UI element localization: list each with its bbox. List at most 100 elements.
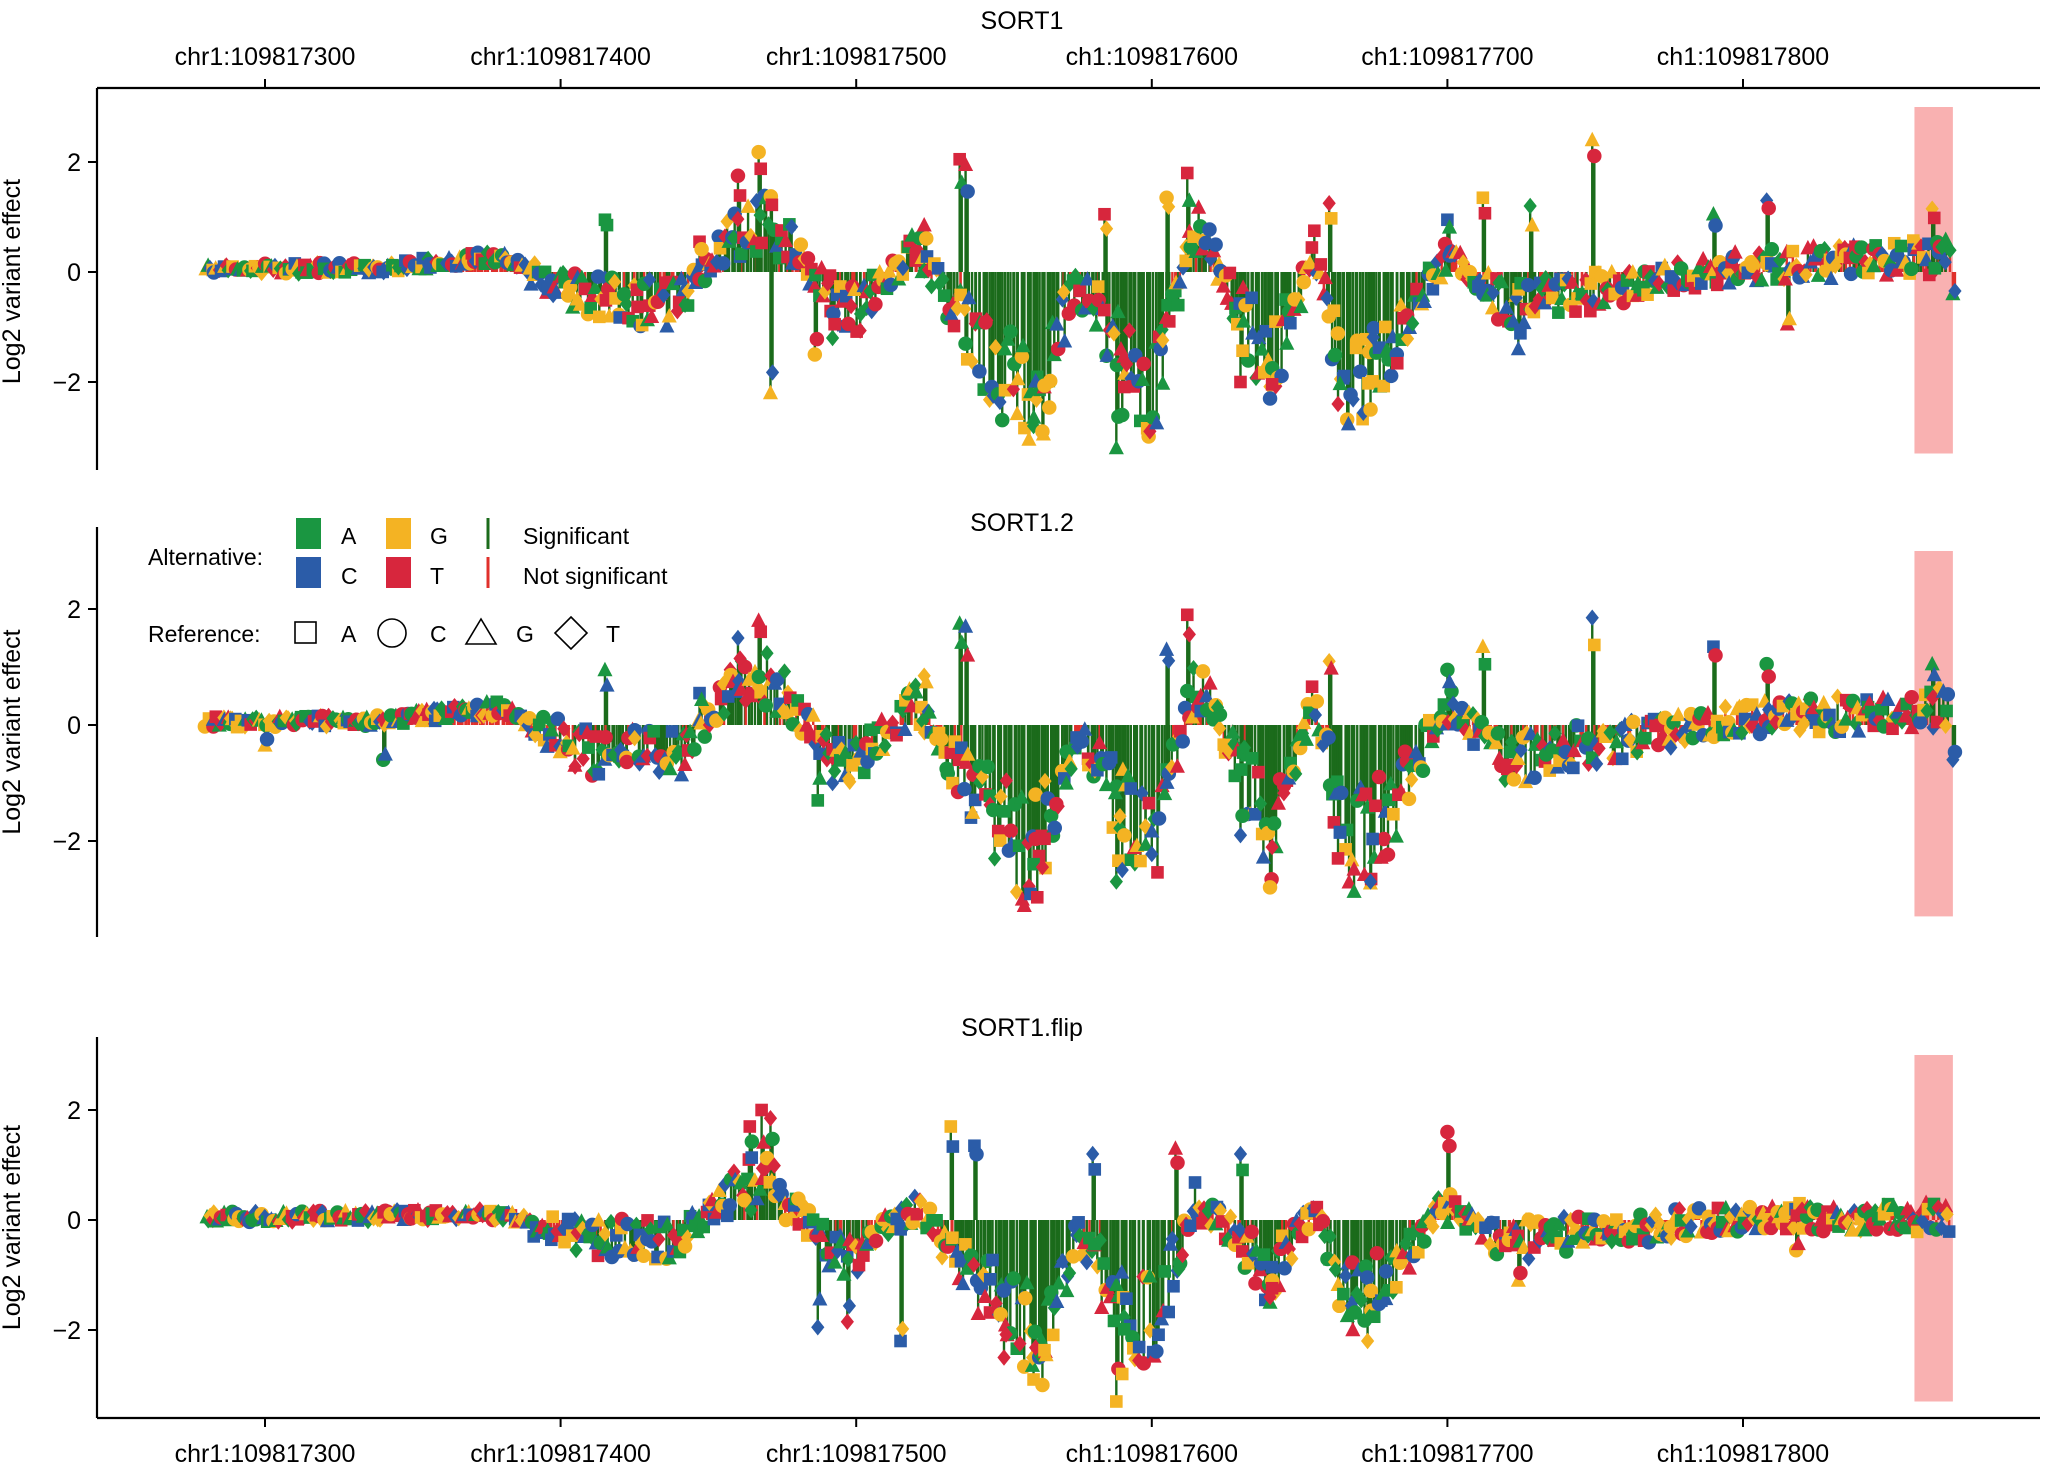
variant-point [1410, 282, 1423, 296]
variant-point [1904, 261, 1919, 277]
variant-point [657, 286, 671, 304]
x-tick-label: ch1:109817800 [1657, 43, 1829, 71]
variant-point [434, 700, 449, 717]
variant-point [1234, 763, 1248, 776]
variant-point [1282, 1240, 1296, 1258]
x-tick-label: ch1:109817700 [1361, 1440, 1533, 1468]
variant-point [1062, 1264, 1077, 1282]
variant-point [1545, 291, 1559, 305]
panel-3: SORT1.flip −2 0 2 Log2 variant effect [0, 1014, 1956, 1418]
variant-point [681, 282, 695, 300]
legend-alt-c-label: C [341, 563, 358, 589]
variant-point [885, 714, 900, 732]
variant-point [825, 774, 840, 792]
legend-not-significant-label: Not significant [523, 563, 668, 589]
y-tick-label: 2 [67, 149, 81, 177]
variant-point [896, 259, 910, 277]
variant-point [1938, 231, 1954, 246]
variant-point [1366, 320, 1382, 336]
variant-point [1094, 1299, 1110, 1314]
variant-point [1695, 277, 1708, 290]
legend-ref-circle-icon [377, 618, 407, 648]
variant-point [895, 1320, 910, 1338]
variant-point [930, 1214, 943, 1227]
variant-point [1253, 795, 1268, 812]
variant-point [960, 184, 975, 199]
variant-point [1259, 324, 1273, 338]
variant-point [1940, 704, 1953, 718]
variant-point [994, 788, 1008, 805]
variant-point [1151, 811, 1167, 826]
variant-point [1262, 880, 1278, 895]
x-tick-label: ch1:109817800 [1657, 1440, 1829, 1468]
variant-point [1340, 415, 1357, 431]
variant-point [1882, 252, 1899, 268]
variant-point [1117, 828, 1132, 843]
variant-point [991, 824, 1005, 838]
variant-point [1615, 752, 1629, 766]
variant-point [935, 1249, 949, 1266]
variant-point [749, 1190, 765, 1206]
variant-point [1305, 241, 1319, 254]
variant-point [528, 727, 542, 744]
variant-point [1904, 719, 1920, 735]
variant-point [908, 683, 924, 699]
variant-point [1761, 200, 1776, 216]
variant-point [1695, 250, 1711, 266]
variant-point [550, 711, 566, 726]
variant-point [1378, 1264, 1394, 1279]
y-tick-label: 0 [67, 712, 81, 740]
variant-point [1943, 242, 1957, 259]
variant-point [1626, 714, 1641, 730]
variant-point [1513, 1265, 1528, 1281]
variant-point [1857, 1221, 1873, 1237]
variant-point [1904, 690, 1919, 705]
variant-point [1742, 1199, 1758, 1215]
variant-point [604, 1213, 618, 1231]
y-tick-label: −2 [52, 1317, 81, 1345]
variant-point [733, 650, 747, 667]
variant-point [1305, 680, 1319, 694]
variant-point [1524, 217, 1540, 232]
variant-point [758, 698, 774, 713]
variant-point [717, 705, 731, 722]
variant-point [743, 1120, 757, 1133]
variant-point [816, 1217, 830, 1231]
variant-point [1046, 1328, 1060, 1342]
variant-point [983, 1272, 997, 1286]
variant-point [1051, 1274, 1067, 1290]
variant-point [832, 1227, 848, 1243]
variant-point [249, 709, 263, 727]
variant-point [894, 1334, 907, 1348]
variant-point [1594, 269, 1609, 284]
variant-point [737, 1193, 752, 1208]
variant-point [1158, 1265, 1172, 1278]
variant-point [827, 1254, 843, 1269]
variant-point [1296, 714, 1312, 730]
variant-point [1213, 1202, 1227, 1219]
variant-point [1843, 266, 1859, 282]
variant-point [1510, 750, 1526, 765]
variant-point [1165, 759, 1179, 776]
variant-point [1233, 1221, 1247, 1239]
variant-point [1948, 282, 1962, 300]
variant-point [1926, 689, 1940, 707]
variant-point [1298, 731, 1314, 746]
y-tick-label: 2 [67, 1097, 81, 1125]
variant-point [628, 729, 642, 747]
variant-point [793, 237, 809, 252]
variant-point [1928, 261, 1942, 275]
variant-point [1382, 793, 1396, 807]
variant-point [587, 279, 603, 295]
variant-point [1675, 725, 1690, 743]
y-axis-title: Log2 variant effect [0, 629, 26, 834]
variant-point [759, 1150, 775, 1166]
variant-point [1393, 297, 1409, 312]
variant-point [1118, 380, 1131, 394]
variant-point [751, 612, 767, 627]
variant-point [1430, 253, 1444, 270]
variant-point [1195, 664, 1211, 679]
variant-point [959, 1260, 975, 1275]
variant-point [636, 1248, 651, 1263]
variant-point [1523, 725, 1539, 741]
